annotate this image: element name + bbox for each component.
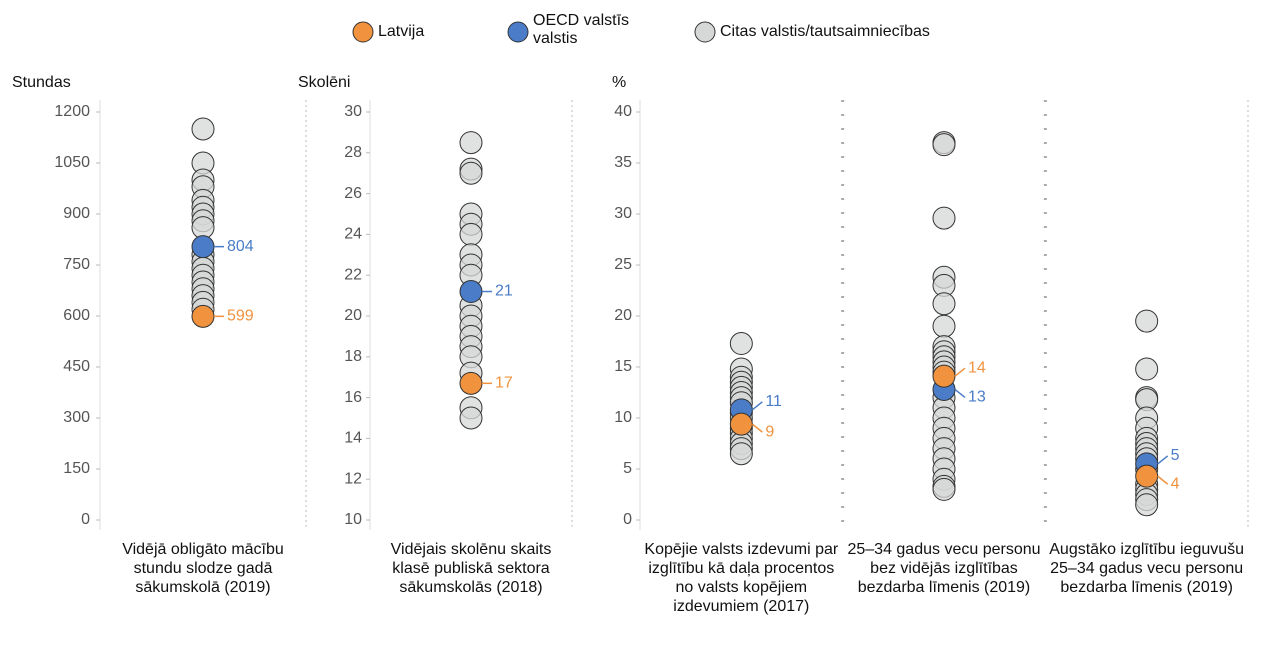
- legend-label: OECD valstīs valstis: [533, 12, 630, 47]
- y-tick-label: 10: [344, 511, 362, 528]
- y-tick-label: 16: [344, 389, 362, 406]
- y-axis-label: %: [612, 74, 626, 91]
- dot: [932, 477, 956, 501]
- value-label: 5: [1171, 447, 1180, 464]
- dot: [459, 280, 483, 304]
- value-label: 11: [765, 393, 782, 410]
- label-leader: [751, 423, 763, 433]
- value-label: 21: [495, 283, 513, 300]
- y-tick-label: 1050: [54, 154, 90, 171]
- value-label: 4: [1171, 475, 1180, 492]
- dot: [459, 222, 483, 246]
- legend-marker: [694, 21, 716, 43]
- value-label: 9: [765, 423, 774, 440]
- label-leader: [1157, 455, 1169, 465]
- dot: [729, 442, 753, 466]
- y-tick-label: 30: [614, 205, 632, 222]
- legend-label: Citas valstis/tautsaimniecības: [720, 23, 930, 40]
- category-label: 25–34 gadus vecu personu bez vidējās izg…: [847, 541, 1041, 596]
- dot: [932, 206, 956, 230]
- y-tick-label: 1200: [54, 103, 90, 120]
- dot: [191, 235, 215, 259]
- dot: [729, 332, 753, 356]
- y-tick-label: 25: [614, 256, 632, 273]
- label-leader: [1157, 475, 1169, 485]
- value-label: 804: [227, 238, 254, 255]
- dot: [932, 364, 956, 388]
- value-label: 599: [227, 308, 254, 325]
- y-tick-label: 0: [81, 511, 90, 528]
- dot: [459, 371, 483, 395]
- dot: [191, 117, 215, 141]
- legend-label: Latvija: [378, 23, 425, 40]
- y-tick-label: 28: [344, 144, 362, 161]
- value-label: 14: [968, 359, 986, 376]
- legend-marker: [352, 21, 374, 43]
- y-tick-label: 10: [614, 409, 632, 426]
- y-tick-label: 24: [344, 226, 362, 243]
- legend-marker: [507, 21, 529, 43]
- category-label: Augstāko izglītību ieguvušu 25–34 gadus …: [1049, 541, 1245, 596]
- label-leader: [954, 367, 966, 377]
- value-label: 13: [968, 389, 986, 406]
- y-tick-label: 450: [63, 358, 90, 375]
- dot: [1135, 493, 1159, 517]
- y-tick-label: 20: [614, 307, 632, 324]
- y-axis-label: Skolēni: [298, 74, 350, 91]
- dot: [729, 412, 753, 436]
- y-tick-label: 26: [344, 185, 362, 202]
- dot: [459, 131, 483, 155]
- category-label: Kopējie valsts izdevumi par izglītību kā…: [644, 541, 839, 615]
- y-tick-label: 300: [63, 409, 90, 426]
- y-tick-label: 22: [344, 266, 362, 283]
- dot: [459, 161, 483, 185]
- dot: [1135, 464, 1159, 488]
- y-tick-label: 900: [63, 205, 90, 222]
- dot: [459, 406, 483, 430]
- dot: [1135, 357, 1159, 381]
- y-tick-label: 0: [623, 511, 632, 528]
- y-tick-label: 18: [344, 348, 362, 365]
- y-tick-label: 40: [614, 103, 632, 120]
- category-label: Vidējais skolēnu skaits klasē publiskā s…: [390, 541, 552, 596]
- y-tick-label: 14: [344, 430, 362, 447]
- y-tick-label: 600: [63, 307, 90, 324]
- label-leader: [954, 388, 966, 399]
- y-tick-label: 20: [344, 307, 362, 324]
- y-tick-label: 150: [63, 460, 90, 477]
- label-leader: [751, 401, 763, 411]
- y-tick-label: 750: [63, 256, 90, 273]
- y-tick-label: 15: [614, 358, 632, 375]
- y-tick-label: 12: [344, 470, 362, 487]
- dot: [932, 133, 956, 157]
- category-label: Vidējā obligāto mācību stundu slodze gad…: [122, 541, 284, 596]
- dot: [191, 304, 215, 328]
- value-label: 17: [495, 375, 513, 392]
- y-tick-label: 30: [344, 103, 362, 120]
- y-tick-label: 35: [614, 154, 632, 171]
- y-axis-label: Stundas: [12, 74, 71, 91]
- dot: [932, 292, 956, 316]
- y-tick-label: 5: [623, 460, 632, 477]
- dot: [1135, 309, 1159, 333]
- dot: [932, 314, 956, 338]
